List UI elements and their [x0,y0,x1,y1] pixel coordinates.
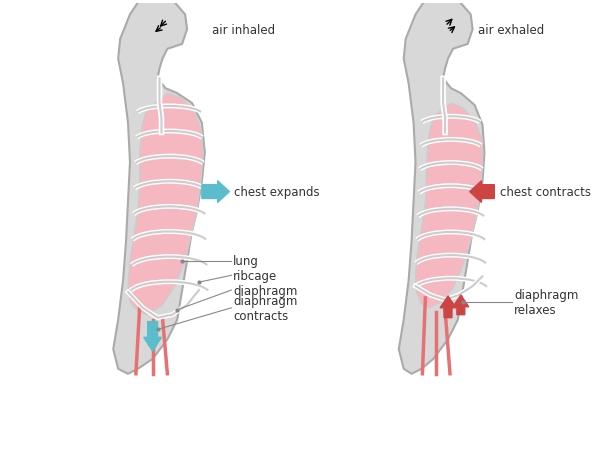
Polygon shape [128,94,203,315]
Text: lung: lung [233,254,259,268]
Polygon shape [416,104,482,308]
Text: air exhaled: air exhaled [477,23,544,37]
Text: diaphragm: diaphragm [233,284,298,297]
FancyArrow shape [469,181,494,203]
Text: chest expands: chest expands [234,186,320,199]
FancyArrow shape [202,181,230,203]
Text: diaphragm
relaxes: diaphragm relaxes [514,288,578,316]
Polygon shape [399,0,485,374]
FancyArrow shape [440,297,456,318]
Text: diaphragm
contracts: diaphragm contracts [233,294,298,322]
Text: chest contracts: chest contracts [500,186,591,199]
Text: ribcage: ribcage [233,269,278,282]
FancyArrow shape [453,295,469,315]
FancyArrow shape [144,322,162,351]
Text: air inhaled: air inhaled [212,23,275,37]
Polygon shape [113,0,205,374]
